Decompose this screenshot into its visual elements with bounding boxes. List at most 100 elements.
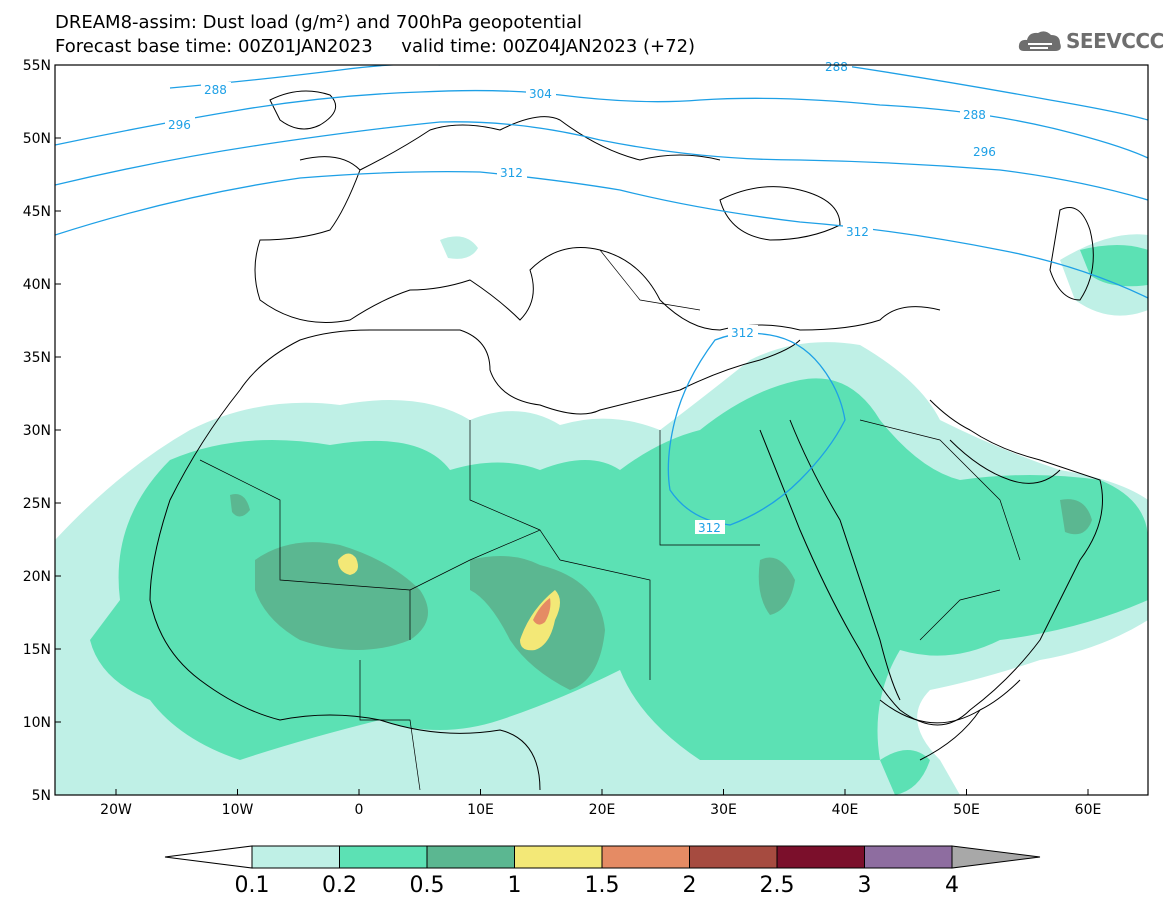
lon-tick-label: 60E [1075, 802, 1102, 818]
border-chad-sudan [559, 559, 651, 680]
border-niger [409, 529, 561, 591]
contour-label-312: 312 [500, 166, 523, 180]
contour-label-288: 288 [204, 83, 227, 97]
dust-peak-chad [533, 598, 551, 625]
border-yemen [919, 589, 1001, 641]
contour-label-288-east: 288 [963, 108, 986, 122]
lon-tick-label: 50E [953, 802, 980, 818]
colorbar-max-arrow [951, 845, 1041, 869]
contour-label-304: 304 [529, 87, 552, 101]
forecast-times: Forecast base time: 00Z01JAN2023 valid t… [55, 36, 696, 57]
colorbar-label: 0.1 [234, 873, 270, 898]
contour-labels: 288 296 304 312 288 296 312 312 312 288 [165, 60, 1000, 535]
colorbar-label: 3 [857, 873, 872, 898]
lat-tick-label: 50N [23, 131, 51, 147]
contour-312-north [55, 170, 1148, 299]
seevccc-logo: SEEVCCC [1018, 25, 1164, 59]
contour-label-312-top: 312 [731, 326, 754, 340]
contour-label-bg [728, 325, 758, 339]
contour-label-bg [960, 107, 990, 121]
colorbar-box [339, 845, 428, 869]
contour-label-312-bottom: 312 [698, 521, 721, 535]
colorbar-box [776, 845, 865, 869]
dust-patch-horn [880, 750, 930, 795]
dust-core-west [230, 494, 250, 517]
dust-core-arabia [1060, 499, 1092, 535]
lat-tick-label: 15N [23, 642, 51, 658]
dust-core-sudan [758, 557, 795, 615]
colorbar-box [251, 845, 340, 869]
lat-tick-label: 35N [23, 350, 51, 366]
border-saudi [859, 419, 1021, 561]
coast-red-sea-east [789, 419, 901, 701]
lat-tick-label: 40N [23, 277, 51, 293]
contour-label-bg [526, 86, 556, 100]
border-mali [199, 459, 411, 640]
colorbar-label: 0.2 [322, 873, 357, 898]
lon-tick-label: 0 [355, 802, 364, 818]
contour-312-closed [667, 332, 846, 526]
coast-gulf-aden [879, 679, 1021, 724]
dust-patch-italy [440, 236, 478, 259]
latitude-axis: 55N 50N 45N 40N 35N 30N 25N 20N 15N 10N 5N [23, 58, 61, 804]
lon-tick-label: 10E [467, 802, 494, 818]
contour-296 [55, 89, 1148, 159]
contour-label-bg [165, 117, 195, 131]
colorbar-box [514, 845, 603, 869]
border-balkans [599, 249, 701, 311]
lon-tick-label: 10W [222, 802, 254, 818]
contour-label-bg [695, 520, 725, 534]
colorbar-box [689, 845, 778, 869]
coast-black-sea [719, 186, 841, 241]
lat-tick-label: 45N [23, 204, 51, 220]
colorbar-label: 1 [507, 873, 522, 898]
coast-europe-north [359, 116, 721, 171]
contour-label-bg [497, 165, 527, 179]
dust-fields [55, 234, 1148, 795]
lat-tick-label: 30N [23, 423, 51, 439]
map-title: DREAM8-assim: Dust load (g/m²) and 700hP… [55, 12, 582, 33]
coast-arabia [759, 399, 1103, 726]
lon-tick-label: 30E [710, 802, 737, 818]
contour-label-288-top: 288 [825, 60, 848, 74]
coast-europe-south [254, 156, 941, 331]
lon-tick-label: 20W [100, 802, 132, 818]
dust-core-sahara [255, 542, 428, 650]
border-egypt [659, 430, 760, 546]
colorbar-box [426, 845, 515, 869]
contour-label-bg [201, 82, 231, 96]
contour-label-312-east: 312 [846, 225, 869, 239]
coast-caspian [1049, 207, 1094, 301]
contour-label-bg [970, 144, 1000, 158]
lon-tick-label: 20E [589, 802, 616, 818]
logo-text: SEEVCCC [1066, 29, 1164, 53]
lat-tick-label: 10N [23, 715, 51, 731]
contour-label-bg [843, 224, 873, 238]
colorbar-min-arrow [164, 845, 253, 869]
contour-label-296: 296 [168, 118, 191, 132]
dust-max-mali [338, 553, 358, 575]
colorbar-boxes [251, 845, 953, 869]
coast-britain [269, 90, 337, 130]
contour-label-bg [822, 62, 852, 72]
contour-304 [55, 121, 1148, 201]
colorbar-box [601, 845, 690, 869]
coastlines [149, 90, 1103, 791]
lat-tick-label: 5N [32, 788, 51, 804]
longitude-axis: 20W 10W 0 10E 20E 30E 40E 50E 60E [100, 789, 1101, 818]
contour-288-east [839, 65, 1148, 121]
border-ghana [359, 660, 421, 791]
coast-persian-gulf [949, 439, 1061, 484]
coast-somalia [919, 709, 981, 761]
lon-tick-label: 40E [832, 802, 859, 818]
colorbar [164, 845, 1041, 869]
lat-tick-label: 20N [23, 569, 51, 585]
colorbar-label: 2.5 [759, 873, 795, 898]
colorbar-box [864, 845, 953, 869]
coast-africa-west [149, 389, 541, 791]
border-algeria-libya [469, 420, 541, 531]
colorbar-label: 1.5 [584, 873, 620, 898]
coast-africa-north [239, 329, 801, 415]
lat-tick-label: 55N [23, 58, 51, 74]
